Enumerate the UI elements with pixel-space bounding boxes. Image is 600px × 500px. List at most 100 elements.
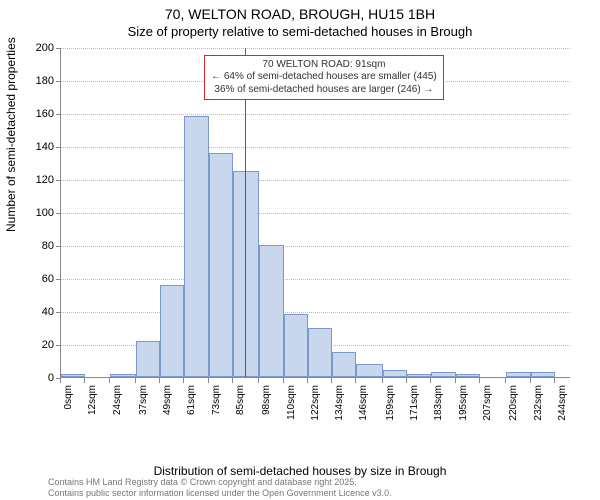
- chart-area: 70 WELTON ROAD: 91sqm← 64% of semi-detac…: [60, 48, 570, 416]
- ytick-mark: [56, 312, 61, 313]
- xtick-mark: [232, 378, 233, 383]
- xtick-mark: [109, 378, 110, 383]
- gridline-h: [61, 279, 570, 280]
- xtick-mark: [183, 378, 184, 383]
- histogram-bar: [259, 245, 283, 377]
- xtick-mark: [258, 378, 259, 383]
- gridline-h: [61, 180, 570, 181]
- ytick-mark: [56, 180, 61, 181]
- plot-region: 70 WELTON ROAD: 91sqm← 64% of semi-detac…: [60, 48, 570, 378]
- histogram-bar: [184, 116, 208, 377]
- xtick-label: 85sqm: [235, 385, 246, 415]
- xtick-label: 12sqm: [87, 385, 98, 415]
- ytick-label: 40: [14, 306, 54, 318]
- xtick-mark: [208, 378, 209, 383]
- histogram-bar: [233, 171, 259, 377]
- annotation-line: 70 WELTON ROAD: 91sqm: [211, 59, 437, 72]
- footer-attribution: Contains HM Land Registry data © Crown c…: [48, 477, 392, 498]
- xtick-mark: [159, 378, 160, 383]
- ytick-mark: [56, 147, 61, 148]
- xtick-mark: [455, 378, 456, 383]
- histogram-bar: [209, 153, 233, 377]
- gridline-h: [61, 213, 570, 214]
- histogram-bar: [160, 285, 184, 377]
- xtick-label: 134sqm: [334, 385, 345, 421]
- xtick-mark: [60, 378, 61, 383]
- xtick-mark: [283, 378, 284, 383]
- ytick-label: 160: [14, 108, 54, 120]
- xtick-label: 232sqm: [533, 385, 544, 421]
- xtick-label: 98sqm: [261, 385, 272, 415]
- xtick-label: 0sqm: [63, 385, 74, 409]
- footer-line1: Contains HM Land Registry data © Crown c…: [48, 477, 392, 487]
- xtick-label: 24sqm: [112, 385, 123, 415]
- ytick-label: 140: [14, 141, 54, 153]
- annotation-box: 70 WELTON ROAD: 91sqm← 64% of semi-detac…: [204, 55, 444, 101]
- xtick-mark: [530, 378, 531, 383]
- xtick-mark: [84, 378, 85, 383]
- ytick-label: 0: [14, 372, 54, 384]
- xtick-label: 183sqm: [433, 385, 444, 421]
- histogram-bar: [136, 341, 160, 377]
- histogram-bar: [356, 364, 382, 377]
- ytick-label: 80: [14, 240, 54, 252]
- ytick-label: 200: [14, 42, 54, 54]
- histogram-bar: [431, 372, 455, 377]
- ytick-mark: [56, 81, 61, 82]
- histogram-bar: [332, 352, 356, 377]
- xtick-mark: [479, 378, 480, 383]
- xtick-mark: [430, 378, 431, 383]
- annotation-line: ← 64% of semi-detached houses are smalle…: [211, 71, 437, 84]
- xtick-label: 220sqm: [508, 385, 519, 421]
- gridline-h: [61, 147, 570, 148]
- gridline-h: [61, 246, 570, 247]
- histogram-bar: [407, 374, 431, 377]
- xtick-mark: [505, 378, 506, 383]
- gridline-h: [61, 48, 570, 49]
- histogram-bar: [308, 328, 332, 378]
- xtick-label: 207sqm: [482, 385, 493, 421]
- xtick-label: 61sqm: [186, 385, 197, 415]
- ytick-mark: [56, 114, 61, 115]
- gridline-h: [61, 114, 570, 115]
- ytick-label: 120: [14, 174, 54, 186]
- histogram-bar: [456, 374, 480, 377]
- ytick-mark: [56, 213, 61, 214]
- ytick-mark: [56, 246, 61, 247]
- histogram-bar: [284, 314, 308, 377]
- xtick-mark: [554, 378, 555, 383]
- ytick-label: 60: [14, 273, 54, 285]
- footer-line2: Contains public sector information licen…: [48, 488, 392, 498]
- chart-title-line2: Size of property relative to semi-detach…: [0, 24, 600, 40]
- xtick-label: 49sqm: [162, 385, 173, 415]
- histogram-bar: [110, 374, 136, 377]
- y-axis-label: Number of semi-detached properties: [4, 37, 18, 232]
- xtick-mark: [382, 378, 383, 383]
- xtick-label: 244sqm: [557, 385, 568, 421]
- histogram-bar: [506, 372, 530, 377]
- histogram-bar: [531, 372, 555, 377]
- xtick-mark: [135, 378, 136, 383]
- xtick-mark: [355, 378, 356, 383]
- ytick-label: 100: [14, 207, 54, 219]
- xtick-mark: [307, 378, 308, 383]
- xtick-label: 110sqm: [286, 385, 297, 420]
- xtick-label: 159sqm: [385, 385, 396, 421]
- gridline-h: [61, 312, 570, 313]
- xtick-label: 195sqm: [458, 385, 469, 421]
- xtick-mark: [406, 378, 407, 383]
- xtick-label: 73sqm: [211, 385, 222, 415]
- chart-title-line1: 70, WELTON ROAD, BROUGH, HU15 1BH: [0, 6, 600, 24]
- xtick-label: 171sqm: [409, 385, 420, 421]
- histogram-bar: [383, 370, 407, 377]
- ytick-mark: [56, 345, 61, 346]
- xtick-mark: [331, 378, 332, 383]
- x-axis-label: Distribution of semi-detached houses by …: [0, 464, 600, 478]
- xtick-label: 37sqm: [138, 385, 149, 415]
- histogram-bar: [61, 374, 85, 377]
- ytick-mark: [56, 279, 61, 280]
- annotation-line: 36% of semi-detached houses are larger (…: [211, 84, 437, 97]
- ytick-mark: [56, 48, 61, 49]
- chart-title-block: 70, WELTON ROAD, BROUGH, HU15 1BH Size o…: [0, 0, 600, 40]
- xtick-label: 146sqm: [358, 385, 369, 421]
